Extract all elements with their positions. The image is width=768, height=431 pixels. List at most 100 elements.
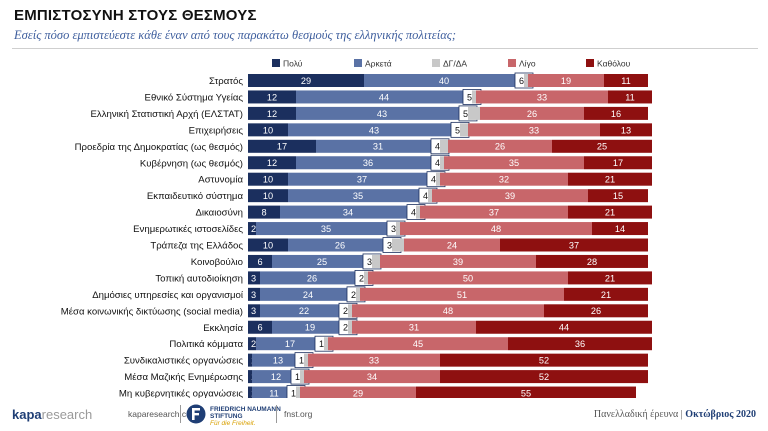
data-label: 36 (363, 158, 373, 168)
bar-segment (448, 139, 552, 153)
category-label: Αστυνομία (198, 175, 243, 186)
data-label: 29 (301, 76, 311, 86)
bar-row: Ενημερωτικές ιστοσελίδες235374814 (133, 220, 648, 237)
bar-row: Ελληνική Στατιστική Αρχή (ΕΛΣΤΑΤ)1243552… (91, 105, 648, 122)
data-label: 12 (271, 372, 281, 382)
category-label: Εκκλησία (203, 323, 243, 334)
data-label: 12 (267, 92, 277, 102)
legend-label: Αρκετά (365, 59, 392, 69)
data-label: 26 (335, 240, 345, 250)
bar-segment (248, 123, 288, 137)
bar-segment (396, 222, 400, 236)
bar-segment (324, 337, 328, 351)
data-label: 14 (615, 224, 625, 234)
data-label: 17 (277, 142, 287, 152)
data-label: 12 (267, 109, 277, 119)
data-label: 51 (457, 290, 467, 300)
legend-label: ΔΓ/ΔΑ (443, 59, 467, 69)
category-label: Εκπαιδευτικό σύστημα (147, 191, 244, 202)
data-label: 16 (611, 109, 621, 119)
bar-segment (524, 74, 528, 87)
bar-segment (272, 320, 348, 334)
bar-segment (608, 90, 652, 104)
data-label: 11 (621, 76, 631, 86)
data-label: 6 (257, 323, 262, 333)
bar-segment (428, 189, 432, 203)
category-label: Δικαιοσύνη (195, 208, 243, 219)
bar-segment (304, 353, 308, 367)
chart-legend: Πολύ Αρκετά ΔΓ/ΔΑ Λίγο Καθόλου (272, 59, 631, 69)
kapa-logo-text: kapa (12, 407, 42, 422)
bar-segment (256, 222, 396, 236)
survey-prefix: Πανελλαδική έρευνα (593, 409, 679, 420)
fns-logo-text: FRIEDRICH NAUMANN STIFTUNG Für die Freih… (210, 406, 281, 427)
bar-segment (272, 254, 372, 268)
category-label: Προεδρία της Δημοκρατίας (ως θεσμός) (75, 142, 243, 153)
bar-segment (416, 205, 420, 219)
bar-row: Μέσα Μαζικής Ενημέρωσης112133452 (124, 368, 648, 385)
bar-segment (440, 370, 648, 384)
bar-segment (436, 172, 440, 186)
legend-swatch (508, 59, 516, 67)
bar-segment (248, 287, 260, 301)
bar-segment (380, 254, 536, 268)
data-label: 35 (353, 191, 363, 201)
bar-segment (364, 271, 368, 285)
category-label: Εθνικό Σύστημα Υγείας (145, 92, 244, 103)
legend-swatch (432, 59, 440, 67)
bar-segment (440, 156, 444, 170)
bar-segment (404, 238, 500, 252)
bar-segment (564, 287, 648, 301)
data-label: 25 (317, 257, 327, 267)
category-label: Συνδικαλιστικές οργανώσεις (124, 356, 244, 367)
bar-segment (296, 386, 300, 398)
data-label: 34 (343, 208, 353, 218)
data-label: 26 (307, 273, 317, 283)
bar-segment (480, 106, 584, 120)
bar-segment (248, 320, 272, 334)
data-label: 37 (569, 240, 579, 250)
bar-row: Τράπεζα της Ελλάδος1026362437 (150, 237, 648, 253)
data-label: 29 (353, 388, 363, 398)
chart-title: ΕΜΠΙΣΤΟΣΥΝΗ ΣΤΟΥΣ ΘΕΣΜΟΥΣ (14, 7, 257, 24)
bar-segment (400, 222, 592, 236)
bar-segment (440, 353, 648, 367)
bar-segment (372, 254, 380, 268)
bar-segment (508, 337, 652, 351)
bar-segment (568, 172, 652, 186)
data-label: 26 (495, 142, 505, 152)
bar-row: Αστυνομία1037473221 (198, 171, 652, 188)
data-label: 6 (257, 257, 262, 267)
fns-line-3: Für die Freiheit. (210, 420, 256, 427)
bar-segment (328, 337, 508, 351)
data-label: 39 (453, 257, 463, 267)
bar-segment (552, 139, 652, 153)
bar-segment (500, 238, 648, 252)
data-label: 10 (263, 240, 273, 250)
bar-segment (604, 74, 648, 87)
data-label: 44 (379, 92, 389, 102)
bar-segment (248, 139, 316, 153)
bar-segment (472, 90, 476, 104)
kapa-url: kaparesearch.com (128, 409, 198, 419)
bar-row: Εκκλησία619253144 (203, 319, 652, 336)
bar-segment (568, 271, 652, 285)
category-label: Ελληνική Στατιστική Αρχή (ΕΛΣΤΑΤ) (91, 109, 243, 120)
bar-row: Εθνικό Σύστημα Υγείας1244563311 (145, 89, 652, 105)
category-label: Μέσα κοινωνικής δικτύωσης (social media) (61, 306, 243, 317)
category-label: Ενημερωτικές ιστοσελίδες (133, 224, 243, 235)
data-label: 55 (521, 388, 531, 398)
bar-segment (304, 370, 440, 384)
data-label: 35 (509, 158, 519, 168)
data-label: 19 (561, 76, 571, 86)
bar-segment (252, 353, 304, 367)
bar-row: Στρατός2940691911 (209, 72, 648, 89)
fns-line-1: FRIEDRICH NAUMANN (210, 406, 281, 413)
data-label: 3 (251, 273, 256, 283)
bar-row: Δημόσιες υπηρεσίες και οργανισμοί3242751… (92, 286, 648, 303)
footer-separator (276, 405, 277, 423)
bar-segment (256, 337, 324, 351)
data-label: 13 (273, 356, 283, 366)
category-label: Κοινοβούλιο (191, 257, 243, 268)
bar-segment (416, 386, 636, 398)
